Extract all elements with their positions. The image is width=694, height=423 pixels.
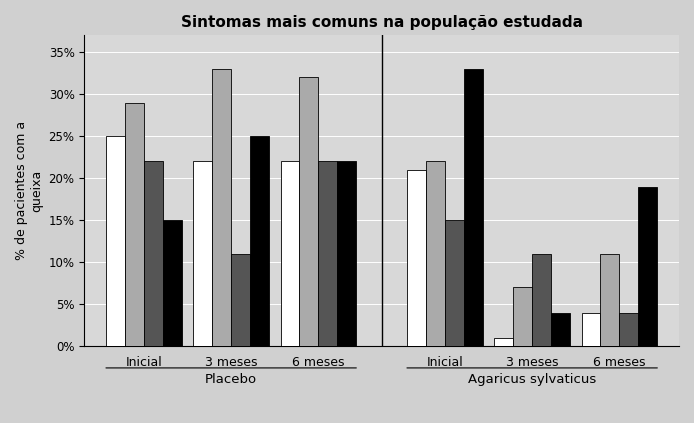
Bar — [514, 287, 532, 346]
Bar — [125, 102, 144, 346]
Bar — [300, 77, 319, 346]
Bar — [337, 161, 356, 346]
Bar — [280, 161, 300, 346]
Bar — [532, 254, 551, 346]
Bar — [231, 254, 250, 346]
Bar — [494, 338, 514, 346]
Bar — [319, 161, 337, 346]
Bar — [407, 170, 426, 346]
Text: Agaricus sylvaticus: Agaricus sylvaticus — [468, 373, 596, 386]
Bar — [144, 161, 163, 346]
Title: Sintomas mais comuns na população estudada: Sintomas mais comuns na população estuda… — [180, 15, 583, 30]
Bar — [163, 220, 182, 346]
Bar — [619, 313, 638, 346]
Bar — [551, 313, 570, 346]
Bar — [426, 161, 445, 346]
Bar — [212, 69, 231, 346]
Bar — [250, 136, 269, 346]
Bar — [445, 220, 464, 346]
Y-axis label: % de pacientes com a
queixa: % de pacientes com a queixa — [15, 121, 43, 260]
Bar — [600, 254, 619, 346]
Bar — [106, 136, 125, 346]
Bar — [638, 187, 657, 346]
Text: Placebo: Placebo — [205, 373, 257, 386]
Bar — [582, 313, 600, 346]
Bar — [194, 161, 212, 346]
Bar — [464, 69, 483, 346]
